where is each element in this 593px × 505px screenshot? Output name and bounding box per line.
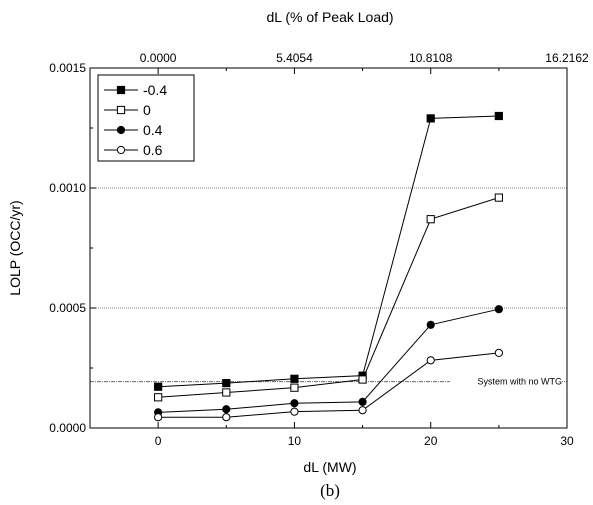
series-3	[154, 348, 503, 422]
legend: -0.4 0 0.4 0.6	[97, 74, 195, 162]
reference-label-backing	[450, 375, 562, 387]
data-point	[358, 406, 367, 415]
top-x-tick-labels: 0.0000 5.4054 10.8108 16.2162	[140, 51, 589, 65]
top-x-tick-label: 5.4054	[276, 51, 313, 65]
y-tick-label: 0.0005	[49, 301, 86, 315]
y-tick-labels: 0.0000 0.0005 0.0010 0.0015	[49, 61, 86, 435]
x-tick-labels: 0 10 20 30	[155, 434, 574, 448]
legend-marker	[116, 125, 126, 135]
series-line	[158, 308, 499, 413]
legend-label: 0	[143, 102, 151, 118]
x-tick-label: 10	[288, 434, 302, 448]
legend-marker	[116, 145, 126, 155]
grid-lines	[90, 187, 567, 387]
series-2	[154, 305, 503, 417]
data-point	[290, 374, 299, 383]
legend-label: 0.6	[143, 142, 163, 158]
legend-marker	[116, 85, 126, 95]
data-point	[154, 382, 163, 391]
axis-ticks	[89, 67, 568, 429]
data-point	[358, 375, 367, 384]
x-tick-label: 20	[424, 434, 438, 448]
data-point	[222, 405, 231, 414]
data-point	[222, 413, 231, 422]
legend-marker	[116, 105, 126, 115]
y-tick-label: 0.0010	[49, 181, 86, 195]
top-x-axis-title: dL (% of Peak Load)	[266, 9, 393, 25]
data-point	[222, 388, 231, 397]
top-x-tick-label: 10.8108	[409, 51, 453, 65]
data-point	[222, 379, 231, 388]
data-point	[494, 111, 503, 121]
series-0	[154, 111, 503, 391]
data-point	[494, 348, 503, 357]
figure-caption: (b)	[320, 481, 340, 500]
data-point	[290, 399, 299, 408]
series-group	[154, 111, 503, 422]
data-point	[358, 397, 367, 406]
series-1	[154, 193, 503, 402]
legend-box	[97, 74, 195, 162]
series-line	[158, 115, 499, 388]
top-x-tick-label: 0.0000	[140, 51, 177, 65]
x-axis-title: dL (MW)	[303, 459, 356, 475]
legend-label: 0.4	[143, 122, 163, 138]
data-point	[426, 320, 435, 329]
y-tick-label: 0.0000	[49, 421, 86, 435]
data-point	[290, 407, 299, 416]
data-point	[494, 305, 503, 314]
x-tick-label: 0	[155, 434, 162, 448]
series-line	[158, 352, 499, 418]
data-point	[426, 114, 435, 123]
y-axis-title: LOLP (OCC/yr)	[7, 200, 23, 295]
data-point	[426, 215, 435, 224]
data-point	[290, 383, 299, 392]
top-x-tick-label: 16.2162	[545, 51, 589, 65]
data-point	[154, 393, 163, 402]
legend-label: -0.4	[143, 82, 167, 98]
data-point	[154, 413, 163, 422]
y-tick-label: 0.0015	[49, 61, 86, 75]
reference-line-label: System with no WTG	[477, 377, 562, 387]
series-line	[158, 197, 500, 398]
data-point	[494, 193, 503, 202]
data-point	[426, 356, 435, 365]
x-tick-label: 30	[560, 434, 574, 448]
